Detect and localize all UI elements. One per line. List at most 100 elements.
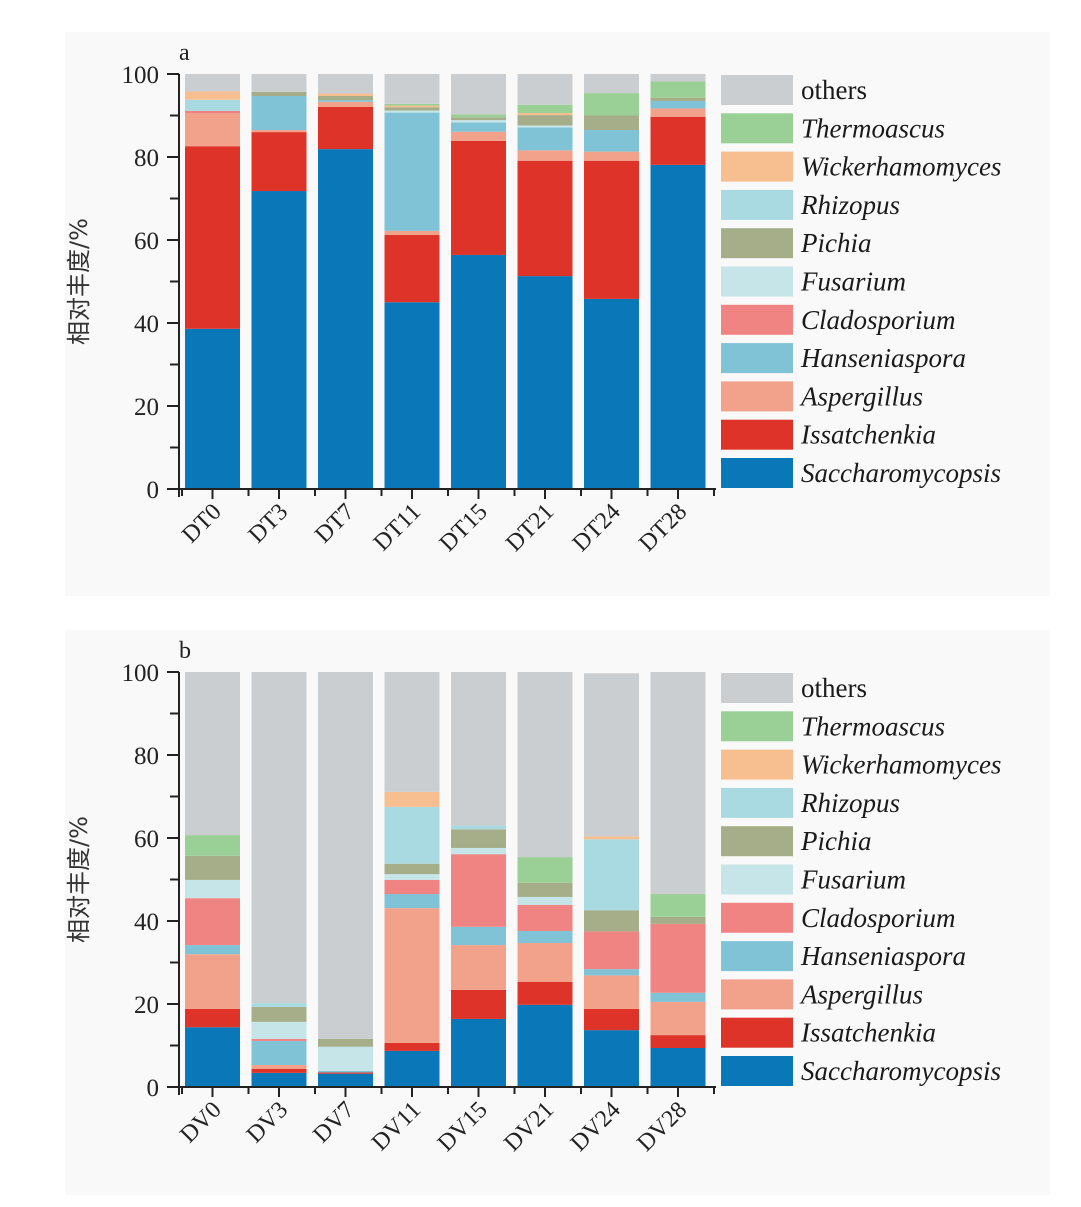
bar-segment-others-dt7	[318, 74, 373, 94]
legend-item-fusarium: Fusarium	[721, 864, 906, 895]
legend-label: Issatchenkia	[800, 420, 936, 450]
bar-segment-aspergillus-dt7	[318, 101, 373, 107]
legend-swatch	[721, 189, 793, 220]
legend-swatch	[721, 228, 793, 259]
y-tick-label: 20	[134, 394, 159, 421]
bar-segment-pichia-dt7	[318, 95, 373, 101]
x-tick-label: DV7	[308, 1097, 359, 1148]
bar-segment-pichia-dt21	[517, 115, 573, 126]
bar-segment-pichia-dv21	[517, 882, 573, 897]
bar-segment-saccharomycopsis-dt28	[650, 164, 706, 489]
bar-segment-saccharomycopsis-dt3	[251, 191, 307, 489]
y-tick-label: 0	[147, 477, 160, 504]
bar-segment-issatchenkia-dt24	[584, 160, 639, 299]
legend-label: Fusarium	[800, 865, 906, 895]
x-tick-label: DT3	[244, 499, 293, 548]
x-tick-label: DV21	[499, 1097, 559, 1157]
bar-segment-rhizopus-dv11	[384, 806, 440, 864]
legend-label: Pichia	[800, 228, 871, 258]
bar-segment-saccharomycopsis-dv11	[384, 1050, 440, 1087]
y-tick-label: 80	[134, 145, 159, 172]
bar-segment-pichia-dt15	[451, 117, 506, 121]
legend-label: Thermoascus	[801, 711, 945, 741]
legend-label: Pichia	[800, 826, 871, 856]
x-tick-label: DT15	[435, 499, 493, 557]
chart-panel-b: b 相对丰度/% DV0 DV3 DV7 DV11 DV15 DV21 DV24 DV28 0 20 4…	[65, 630, 1050, 1195]
bar-stack-DT11	[384, 74, 440, 489]
legend-item-thermoascus: Thermoascus	[721, 711, 945, 742]
bar-segment-issatchenkia-dv28	[650, 1035, 706, 1048]
legend-swatch	[721, 902, 793, 933]
bar-segment-pichia-dt11	[384, 107, 440, 111]
bar-segment-saccharomycopsis-dt15	[451, 254, 506, 489]
bar-segment-thermoascus-dv28	[650, 894, 706, 917]
bar-segment-wickerhamomyces-dt7	[318, 93, 373, 96]
bar-segment-fusarium-dv21	[517, 896, 573, 905]
bar-segment-others-dv11	[384, 672, 440, 792]
panel-label: a	[179, 40, 190, 66]
bar-segment-pichia-dt3	[251, 91, 307, 96]
bar-segment-aspergillus-dt11	[384, 230, 440, 236]
legend-label: Wickerhamomyces	[801, 750, 1001, 780]
x-tick-label: DV15	[433, 1097, 493, 1157]
y-axis-label: 相对丰度/%	[65, 816, 93, 943]
legend-label: Issatchenkia	[800, 1018, 936, 1048]
y-tick-label: 40	[134, 311, 159, 338]
legend-label: Aspergillus	[799, 381, 923, 411]
bar-segment-saccharomycopsis-dv21	[517, 1004, 573, 1087]
legend-swatch	[721, 826, 793, 857]
legend-item-saccharomycopsis: Saccharomycopsis	[721, 1056, 1001, 1086]
legend-swatch	[721, 1056, 793, 1086]
bar-segment-issatchenkia-dt21	[517, 160, 573, 277]
legend-item-rhizopus: Rhizopus	[721, 787, 900, 818]
legend-swatch	[721, 749, 793, 780]
legend-swatch	[721, 75, 793, 105]
bar-segment-saccharomycopsis-dt0	[185, 328, 240, 489]
legend-swatch	[721, 343, 793, 374]
bar-stack-DV0	[185, 672, 240, 1087]
legend-label: Hanseniaspora	[800, 343, 966, 373]
bar-segment-aspergillus-dv21	[517, 942, 573, 983]
bar-stack-DV11	[384, 672, 440, 1087]
legend-swatch	[721, 266, 793, 297]
legend-swatch	[721, 864, 793, 895]
bar-segment-cladosporium-dv21	[517, 904, 573, 931]
bar-segment-thermoascus-dt28	[650, 81, 706, 98]
y-tick-label: 100	[122, 62, 160, 89]
bar-segment-pichia-dv15	[451, 829, 506, 848]
bar-segment-saccharomycopsis-dv7	[318, 1073, 373, 1087]
bar-segment-hanseniaspora-dt24	[584, 130, 639, 152]
bar-segment-wickerhamomyces-dv24	[584, 836, 639, 840]
bar-segment-wickerhamomyces-dt21	[517, 113, 573, 116]
x-tick-label: DT28	[634, 499, 692, 557]
x-tick-label: DV0	[175, 1097, 226, 1148]
bar-segment-saccharomycopsis-dv28	[650, 1047, 706, 1087]
bar-segment-others-dv21	[517, 672, 573, 858]
legend-label: others	[801, 673, 867, 703]
bar-stack-DT24	[584, 74, 639, 489]
bar-segment-rhizopus-dt0	[185, 99, 240, 111]
legend-swatch	[721, 458, 793, 488]
x-tick-label: DV28	[632, 1097, 692, 1157]
legend-item-cladosporium: Cladosporium	[721, 902, 956, 933]
bar-segment-wickerhamomyces-dt11	[384, 105, 440, 108]
bar-segment-aspergillus-dv15	[451, 945, 506, 990]
bar-stack-DT15	[451, 74, 506, 489]
bar-stack-DT0	[185, 74, 240, 489]
chart-panel-a: a 相对丰度/% DT0 DT3 DT7 DT11 DT15 DT21 DT24 DT28 0 20 4…	[65, 32, 1050, 596]
bar-segment-pichia-dv3	[251, 1006, 307, 1022]
legend-item-rhizopus: Rhizopus	[721, 189, 900, 220]
bar-segment-saccharomycopsis-dt7	[318, 149, 373, 489]
bar-stack-DT21	[517, 74, 573, 489]
bar-segment-saccharomycopsis-dt11	[384, 302, 440, 489]
bar-segment-others-dt21	[517, 74, 573, 105]
bar-segment-cladosporium-dv11	[384, 879, 440, 895]
bar-segment-others-dt15	[451, 74, 506, 115]
bar-segment-others-dv3	[251, 672, 307, 1004]
bar-segment-saccharomycopsis-dv24	[584, 1030, 639, 1087]
bar-segment-aspergillus-dv28	[650, 1001, 706, 1036]
bar-segment-hanseniaspora-dv24	[584, 969, 639, 976]
bar-segment-issatchenkia-dv0	[185, 1008, 240, 1028]
bar-segment-thermoascus-dv0	[185, 835, 240, 856]
legend-label: others	[801, 75, 867, 105]
